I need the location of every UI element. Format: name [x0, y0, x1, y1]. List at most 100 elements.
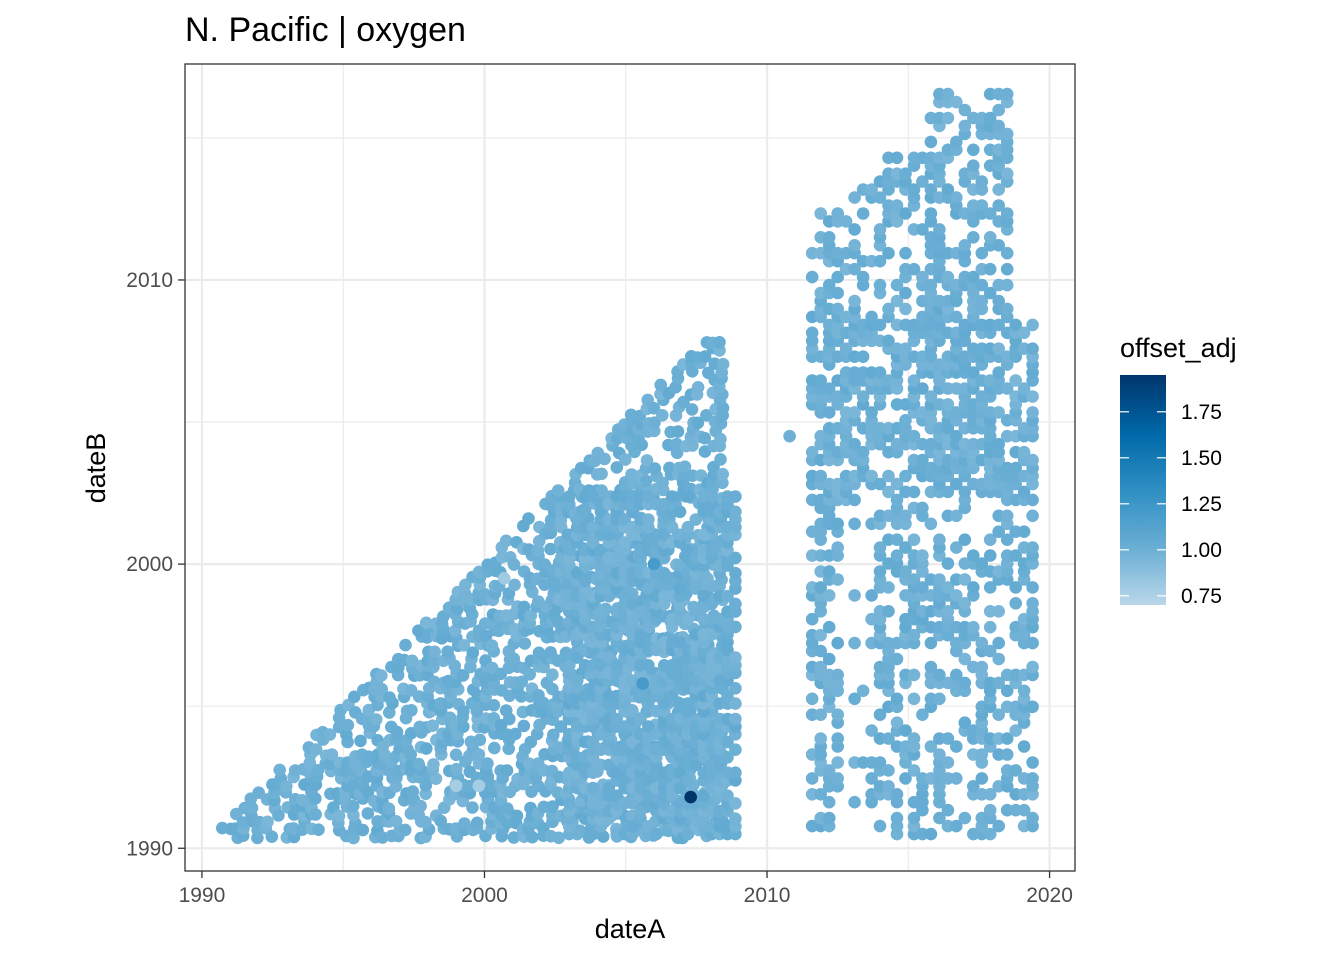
data-point: [642, 490, 655, 503]
data-point: [873, 477, 887, 491]
data-point: [596, 830, 610, 843]
data-point: [1000, 732, 1014, 745]
data-point: [1000, 167, 1014, 180]
data-point: [610, 461, 624, 474]
data-point: [890, 151, 904, 165]
data-point: [822, 406, 836, 419]
data-point: [510, 809, 524, 823]
data-point: [992, 119, 1005, 133]
data-point: [673, 559, 687, 572]
data-point: [697, 789, 710, 802]
data-point: [950, 819, 963, 833]
data-point: [553, 741, 566, 754]
data-point: [873, 318, 887, 332]
data-point: [681, 520, 695, 534]
data-point: [570, 566, 584, 580]
data-point: [457, 720, 470, 733]
data-point: [456, 669, 470, 682]
data-point: [595, 467, 608, 481]
data-point: [873, 191, 887, 204]
data-point: [865, 406, 878, 419]
data-point: [500, 764, 514, 777]
panel-border: [184, 63, 1076, 872]
data-point: [559, 646, 573, 660]
data-point: [713, 336, 726, 349]
data-point: [472, 779, 486, 793]
data-point: [822, 620, 836, 634]
data-point: [873, 708, 887, 721]
data-point: [547, 728, 560, 742]
data-point: [389, 815, 403, 828]
data-point: [716, 467, 729, 481]
data-point: [517, 719, 531, 733]
data-point: [390, 725, 404, 739]
data-point: [404, 727, 418, 740]
data-point: [899, 302, 912, 316]
data-point: [848, 294, 861, 308]
data-point: [822, 795, 836, 809]
data-point: [933, 692, 946, 706]
data-point: [933, 533, 946, 546]
data-point: [673, 781, 687, 795]
legend-title: offset_adj: [1120, 333, 1237, 363]
data-point: [309, 743, 323, 756]
data-point: [554, 720, 568, 733]
data-point: [634, 605, 647, 618]
data-point: [648, 462, 662, 475]
data-point: [457, 639, 471, 652]
data-point: [657, 697, 671, 710]
data-point: [848, 223, 861, 236]
data-point: [405, 704, 418, 717]
data-point: [642, 774, 655, 787]
data-point: [899, 541, 912, 554]
data-point: [1009, 581, 1022, 594]
data-point: [626, 705, 639, 718]
x-tick-label: 2000: [461, 884, 508, 907]
data-point: [662, 824, 675, 838]
data-point: [657, 735, 671, 749]
data-point: [992, 239, 1005, 252]
data-point: [594, 705, 608, 718]
data-point: [958, 573, 972, 586]
data-point: [610, 789, 623, 802]
data-point: [1026, 597, 1039, 610]
data-point: [873, 541, 887, 554]
data-point: [665, 520, 679, 534]
data-point: [882, 780, 895, 793]
data-point: [822, 811, 836, 825]
data-point: [684, 790, 697, 804]
data-point: [481, 757, 494, 770]
data-point: [647, 557, 661, 571]
data-point: [882, 302, 895, 316]
data-point: [602, 651, 616, 664]
legend-tick-label: 1.00: [1181, 539, 1222, 562]
data-point: [650, 728, 663, 741]
data-point: [449, 748, 463, 762]
data-point: [721, 789, 734, 802]
data-point: [924, 660, 938, 674]
data-point: [873, 278, 887, 292]
data-point: [570, 513, 584, 526]
data-point: [642, 513, 655, 526]
data-point: [406, 785, 420, 798]
data-point: [916, 549, 929, 562]
data-point: [907, 668, 921, 682]
data-point: [958, 103, 972, 117]
data-point: [578, 574, 592, 588]
data-point: [361, 807, 375, 820]
data-point: [805, 692, 819, 706]
data-point: [839, 342, 853, 356]
data-point: [899, 342, 912, 356]
data-point: [619, 453, 632, 466]
data-point: [280, 780, 293, 793]
legend-tick-label: 1.75: [1181, 401, 1222, 424]
data-point: [848, 692, 861, 706]
data-point: [681, 612, 695, 626]
data-point: [831, 270, 844, 284]
data-point: [602, 781, 616, 795]
data-point: [975, 294, 989, 308]
data-point: [941, 605, 955, 618]
data-point: [642, 582, 655, 595]
data-point: [983, 533, 997, 546]
data-point: [992, 342, 1005, 356]
